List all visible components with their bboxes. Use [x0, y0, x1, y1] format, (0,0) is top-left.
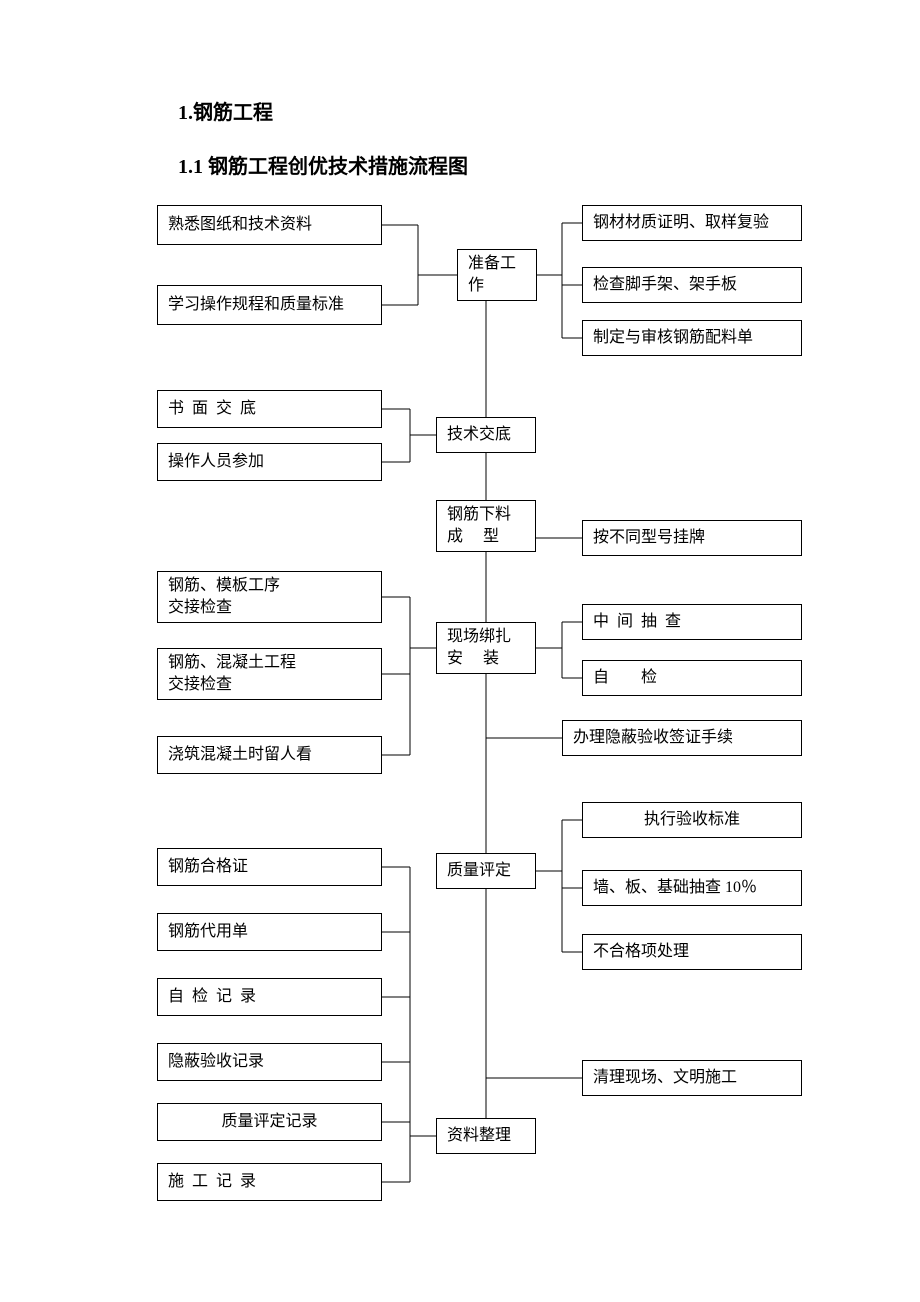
node-n17: 自 检 [582, 660, 802, 696]
node-n26: 隐蔽验收记录 [157, 1043, 382, 1081]
node-n27: 质量评定记录 [157, 1103, 382, 1141]
node-n22: 不合格项处理 [582, 934, 802, 970]
node-n3: 准备工 作 [457, 249, 537, 301]
node-n24: 钢筋代用单 [157, 913, 382, 951]
node-n14: 浇筑混凝土时留人看 [157, 736, 382, 774]
node-n8: 操作人员参加 [157, 443, 382, 481]
node-n28: 施 工 记 录 [157, 1163, 382, 1201]
node-n25: 自 检 记 录 [157, 978, 382, 1016]
node-n12: 钢筋、模板工序 交接检查 [157, 571, 382, 623]
node-n20: 执行验收标准 [582, 802, 802, 838]
node-n5: 检查脚手架、架手板 [582, 267, 802, 303]
node-n29: 资料整理 [436, 1118, 536, 1154]
node-n15: 现场绑扎 安 装 [436, 622, 536, 674]
node-n23: 钢筋合格证 [157, 848, 382, 886]
heading-1: 1.钢筋工程 [178, 96, 273, 125]
node-n16: 中 间 抽 查 [582, 604, 802, 640]
node-n18: 办理隐蔽验收签证手续 [562, 720, 802, 756]
node-n21: 墙、板、基础抽查 10％ [582, 870, 802, 906]
node-n11: 按不同型号挂牌 [582, 520, 802, 556]
node-n7: 书 面 交 底 [157, 390, 382, 428]
node-n13: 钢筋、混凝土工程 交接检查 [157, 648, 382, 700]
node-n4: 钢材材质证明、取样复验 [582, 205, 802, 241]
node-n1: 熟悉图纸和技术资料 [157, 205, 382, 245]
heading-2: 1.1 钢筋工程创优技术措施流程图 [178, 150, 468, 179]
node-n9: 技术交底 [436, 417, 536, 453]
node-n30: 清理现场、文明施工 [582, 1060, 802, 1096]
node-n6: 制定与审核钢筋配料单 [582, 320, 802, 356]
node-n10: 钢筋下料 成 型 [436, 500, 536, 552]
node-n19: 质量评定 [436, 853, 536, 889]
node-n2: 学习操作规程和质量标准 [157, 285, 382, 325]
